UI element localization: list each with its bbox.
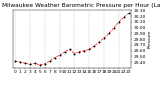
Y-axis label: Pressure: Pressure <box>147 30 151 48</box>
Text: Milwaukee Weather Barometric Pressure per Hour (Last 24 Hours): Milwaukee Weather Barometric Pressure pe… <box>2 3 160 8</box>
